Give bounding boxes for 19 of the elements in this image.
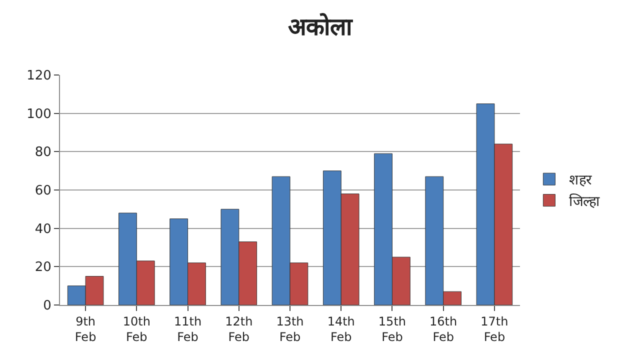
chart-title: अकोला — [288, 12, 353, 41]
y-tick-label: 80 — [34, 145, 52, 160]
x-tick-label: 11th Feb — [174, 314, 202, 344]
x-tick-label: 9th Feb — [74, 314, 96, 344]
legend-label: शहर — [569, 172, 592, 189]
y-tick-label: 100 — [26, 106, 52, 122]
y-tick-label: 60 — [34, 184, 52, 199]
legend-label: जिल्हा — [569, 192, 600, 210]
y-tick-label: 0 — [43, 298, 52, 314]
y-tick-label: 40 — [34, 222, 52, 237]
x-tick-label: 17th Feb — [480, 314, 508, 344]
x-tick-label: 15th Feb — [378, 314, 406, 344]
y-tick-label: 20 — [34, 260, 52, 276]
x-tick-label: 14th Feb — [327, 314, 355, 344]
x-tick-label: 16th Feb — [430, 314, 458, 344]
x-tick-label: 12th Feb — [225, 314, 253, 344]
x-tick-label: 10th Feb — [122, 314, 150, 344]
x-tick-label: 13th Feb — [276, 314, 304, 344]
y-tick-label: 120 — [26, 68, 52, 84]
